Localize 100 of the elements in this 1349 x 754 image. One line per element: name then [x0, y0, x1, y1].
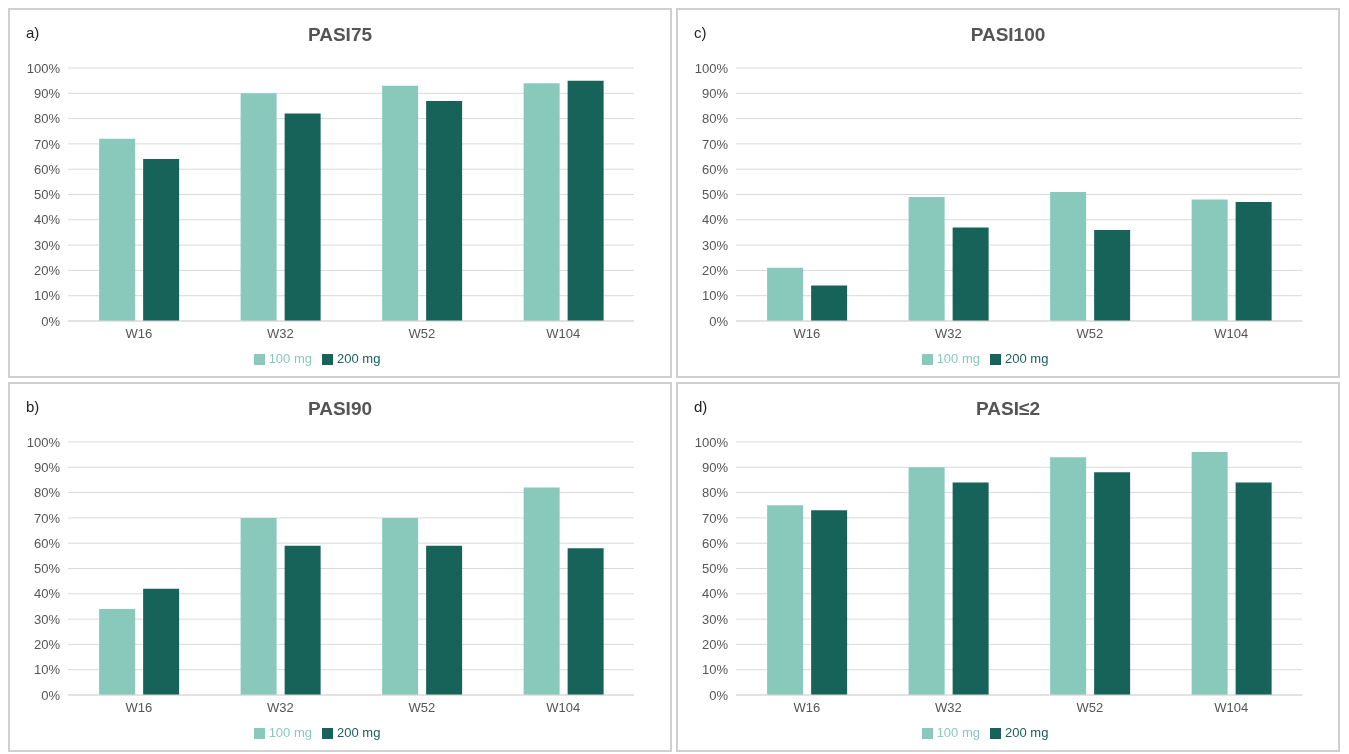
- y-tick-label: 10%: [33, 288, 61, 304]
- bar: [811, 285, 848, 321]
- text: d): [694, 398, 708, 415]
- y-tick-label: 90%: [33, 85, 61, 101]
- y-tick-label: 50%: [33, 187, 61, 203]
- chart-title: PASI90: [307, 398, 373, 419]
- y-tick-label: 100%: [694, 60, 729, 76]
- x-tick-label: W52: [1076, 700, 1104, 716]
- bar: [767, 267, 804, 321]
- bar: [1094, 229, 1131, 321]
- y-tick-label: 60%: [33, 161, 61, 177]
- bar: [952, 482, 989, 695]
- x-tick-label: W52: [408, 700, 436, 716]
- y-tick-label: 40%: [33, 212, 61, 228]
- legend-label: 200 mg: [337, 351, 381, 366]
- bar: [240, 517, 277, 695]
- bar: [1235, 482, 1272, 695]
- y-tick-label: 10%: [701, 662, 729, 678]
- x-tick-label: W104: [1214, 326, 1249, 342]
- chart-title: PASI100: [970, 24, 1046, 45]
- y-tick-label: 30%: [33, 237, 61, 253]
- legend-label: 100 mg: [936, 725, 980, 740]
- x-tick-label: W16: [793, 326, 821, 342]
- y-tick-label: 30%: [33, 611, 61, 627]
- y-tick-label: 50%: [701, 561, 729, 577]
- y-tick-label: 90%: [701, 459, 729, 475]
- y-tick-label: 40%: [701, 212, 729, 228]
- x-tick-label: W104: [1214, 700, 1249, 716]
- text: c): [694, 24, 707, 41]
- y-tick-label: 80%: [701, 111, 729, 127]
- bar: [143, 588, 180, 695]
- legend-label: 100 mg: [268, 725, 312, 740]
- y-tick-label: 100%: [694, 434, 729, 450]
- y-tick-label: 0%: [709, 313, 729, 329]
- x-tick-label: W104: [546, 700, 581, 716]
- x-tick-label: W104: [546, 326, 581, 342]
- bar: [523, 487, 560, 695]
- legend-label: 100 mg: [268, 351, 312, 366]
- y-tick-label: 100%: [26, 60, 61, 76]
- chart-title: PASI≤2: [976, 398, 1040, 419]
- y-tick-label: 70%: [33, 510, 61, 526]
- text: a): [26, 24, 40, 41]
- bar: [952, 227, 989, 321]
- y-tick-label: 10%: [701, 288, 729, 304]
- y-tick-label: 30%: [701, 611, 729, 627]
- y-tick-label: 20%: [33, 637, 61, 653]
- bar: [382, 517, 419, 695]
- bar: [767, 505, 804, 695]
- x-tick-label: W52: [1076, 326, 1104, 342]
- y-tick-label: 40%: [33, 586, 61, 602]
- x-tick-label: W16: [125, 700, 153, 716]
- y-tick-label: 90%: [701, 85, 729, 101]
- y-tick-label: 60%: [33, 535, 61, 551]
- y-tick-label: 0%: [709, 687, 729, 703]
- bar: [908, 467, 945, 695]
- bar: [284, 113, 321, 321]
- x-tick-label: W32: [266, 700, 294, 716]
- bar: [99, 608, 136, 695]
- y-tick-label: 0%: [41, 313, 61, 329]
- y-tick-label: 90%: [33, 459, 61, 475]
- y-tick-label: 10%: [33, 662, 61, 678]
- y-tick-label: 50%: [33, 561, 61, 577]
- bar: [99, 138, 136, 321]
- legend-label: 200 mg: [1005, 725, 1049, 740]
- y-tick-label: 0%: [41, 687, 61, 703]
- x-tick-label: W16: [793, 700, 821, 716]
- bar: [143, 159, 180, 321]
- y-tick-label: 70%: [33, 136, 61, 152]
- legend-label: 200 mg: [337, 725, 381, 740]
- y-tick-label: 80%: [33, 111, 61, 127]
- bar: [1235, 202, 1272, 321]
- y-tick-label: 60%: [701, 161, 729, 177]
- bar: [1050, 191, 1087, 321]
- bar: [426, 545, 463, 695]
- y-tick-label: 70%: [701, 510, 729, 526]
- bar: [811, 510, 848, 695]
- y-tick-label: 50%: [701, 187, 729, 203]
- bar: [284, 545, 321, 695]
- bar: [1191, 199, 1228, 321]
- y-tick-label: 20%: [701, 637, 729, 653]
- bar: [240, 93, 277, 321]
- y-tick-label: 80%: [33, 485, 61, 501]
- y-tick-label: 20%: [701, 263, 729, 279]
- bar: [382, 85, 419, 321]
- bar: [1050, 457, 1087, 695]
- y-tick-label: 80%: [701, 485, 729, 501]
- text: b): [26, 398, 40, 415]
- bar: [908, 197, 945, 321]
- y-tick-label: 100%: [26, 434, 61, 450]
- x-tick-label: W52: [408, 326, 436, 342]
- bar: [426, 100, 463, 321]
- bar: [523, 83, 560, 321]
- legend-label: 100 mg: [936, 351, 980, 366]
- y-tick-label: 20%: [33, 263, 61, 279]
- y-tick-label: 30%: [701, 237, 729, 253]
- y-tick-label: 70%: [701, 136, 729, 152]
- bar: [567, 548, 604, 695]
- bar: [567, 80, 604, 321]
- bar: [1191, 452, 1228, 695]
- x-tick-label: W32: [934, 700, 962, 716]
